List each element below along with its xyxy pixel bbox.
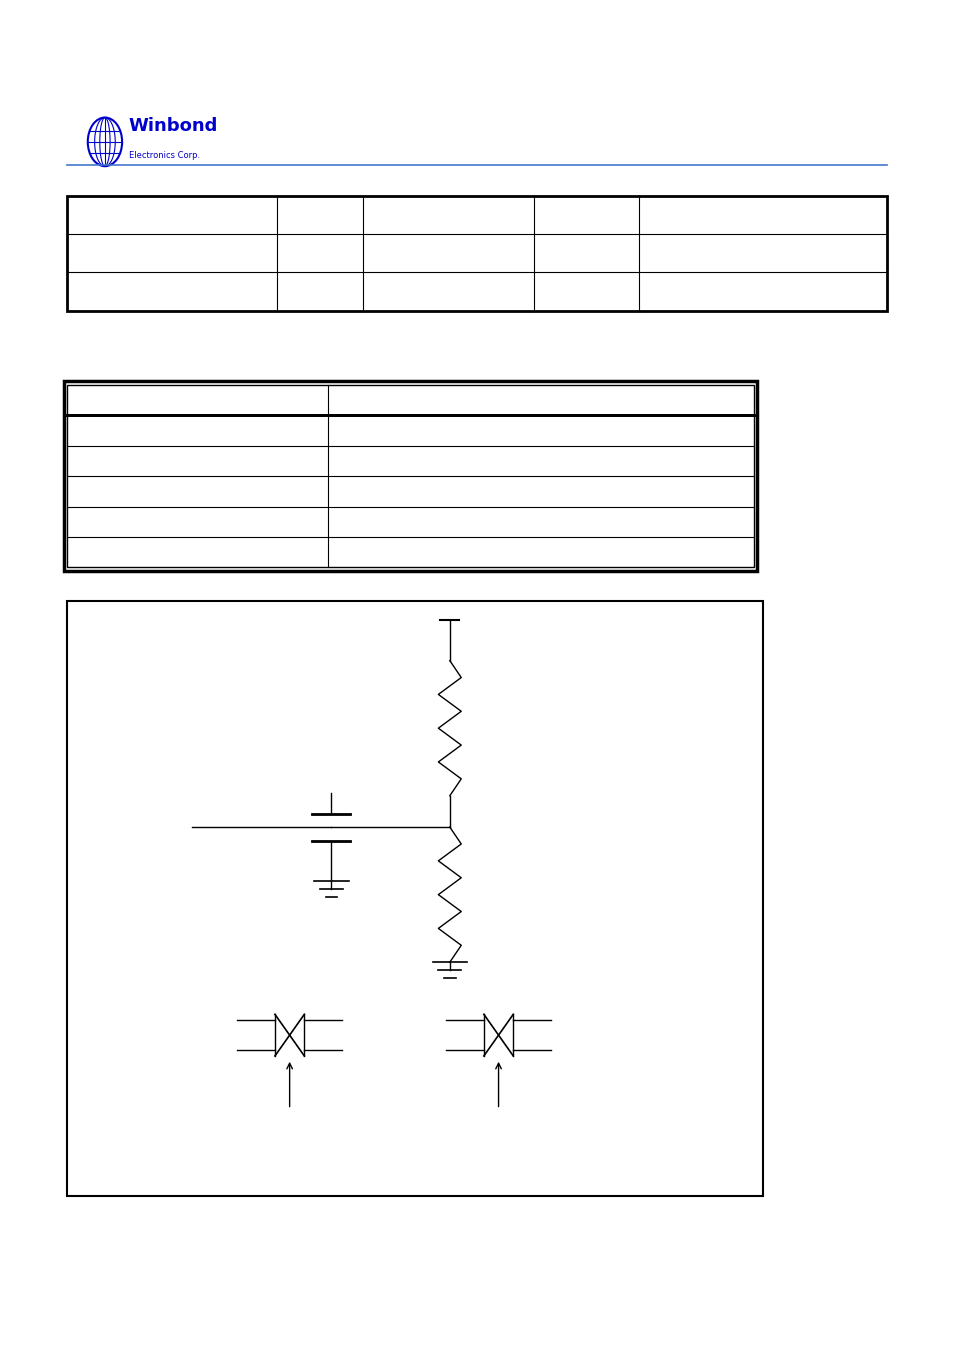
Bar (67, 196, 886, 311)
Bar (64, 381, 756, 571)
Bar (67, 385, 753, 567)
Text: Electronics Corp.: Electronics Corp. (129, 151, 200, 161)
Bar (67, 601, 762, 1196)
Text: Winbond: Winbond (129, 118, 218, 135)
